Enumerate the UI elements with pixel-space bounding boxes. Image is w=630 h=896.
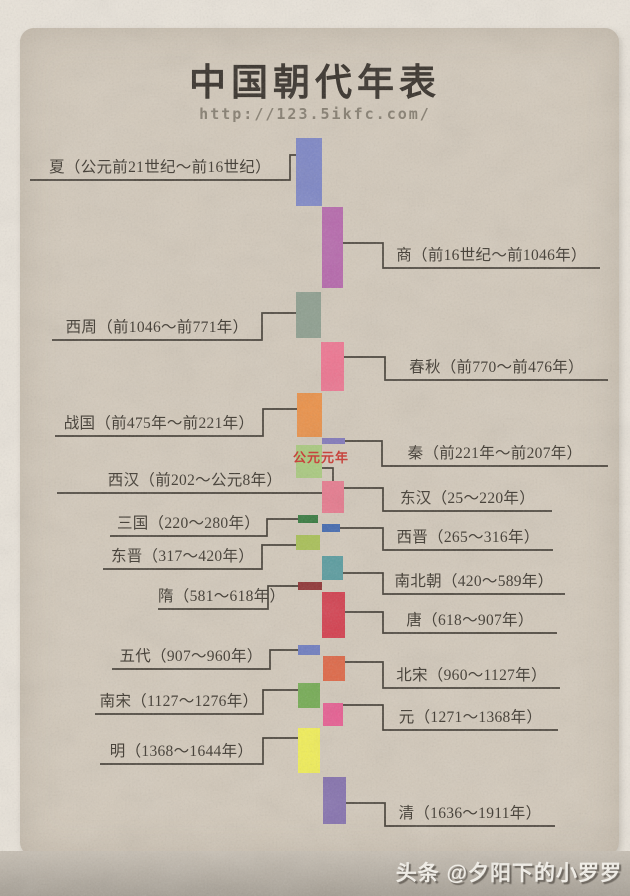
dynasty-block-xijin (322, 524, 340, 532)
dynasty-block-sanguo (298, 515, 318, 523)
dynasty-label-tang: 唐（618～907年） (406, 612, 534, 629)
dynasty-label-donghan: 东汉（25～220年） (399, 490, 536, 507)
dynasty-label-xihan: 西汉（前202～公元8年） (107, 472, 283, 489)
dynasty-label-qing: 清（1636～1911年） (398, 805, 542, 822)
dynasty-block-donghan (322, 481, 344, 513)
dynasty-label-xizhou: 西周（前1046～前771年） (65, 319, 249, 336)
dynasty-block-nansong (298, 683, 320, 708)
dynasty-label-yuan: 元（1271～1368年） (398, 709, 543, 726)
dynasty-label-sanguo: 三国（220～280年） (116, 515, 261, 532)
dynasty-block-zhanguo (297, 393, 322, 437)
dynasty-block-yuan (323, 703, 343, 726)
dynasty-label-beisong: 北宋（960～1127年） (396, 667, 547, 684)
dynasty-label-wudai: 五代（907～960年） (119, 648, 263, 665)
dynasty-label-nanbeichao: 南北朝（420～589年） (394, 573, 554, 590)
dynasty-label-sui: 隋（581～618年） (158, 588, 286, 605)
dynasty-label-shang: 商（前16世纪～前1046年） (396, 247, 587, 264)
dynasty-label-xijin: 西晋（265～316年） (396, 529, 540, 546)
dynasty-label-zhanguo: 战国（前475年～前221年） (63, 415, 255, 432)
dynasty-block-ming (298, 728, 320, 773)
dynasty-label-dongjin: 东晋（317～420年） (110, 548, 255, 565)
dynasty-block-xizhou (296, 292, 321, 338)
dynasty-block-xia (296, 138, 322, 206)
dynasty-label-chunqiu: 春秋（前770～前476年） (409, 359, 584, 376)
dynasty-block-qin (322, 438, 345, 444)
dynasty-label-nansong: 南宋（1127～1276年） (99, 693, 259, 710)
dynasty-block-shang (322, 207, 343, 288)
dynasty-block-nanbeichao (322, 556, 343, 580)
dynasty-block-beisong (323, 656, 345, 681)
era-marker: 公元元年 (293, 450, 350, 465)
dynasty-block-chunqiu (321, 342, 344, 391)
dynasty-block-qing (323, 777, 346, 824)
dynasty-block-wudai (298, 645, 320, 655)
dynasty-block-tang (322, 592, 345, 638)
watermark: 头条 @夕阳下的小罗罗 (395, 862, 622, 885)
dynasty-block-dongjin (296, 535, 320, 550)
dynasty-label-qin: 秦（前221年～前207年） (407, 445, 583, 462)
dynasty-block-sui (298, 582, 322, 590)
dynasty-label-ming: 明（1368～1644年） (109, 743, 254, 760)
dynasty-label-xia: 夏（公元前21世纪～前16世纪） (49, 159, 271, 176)
